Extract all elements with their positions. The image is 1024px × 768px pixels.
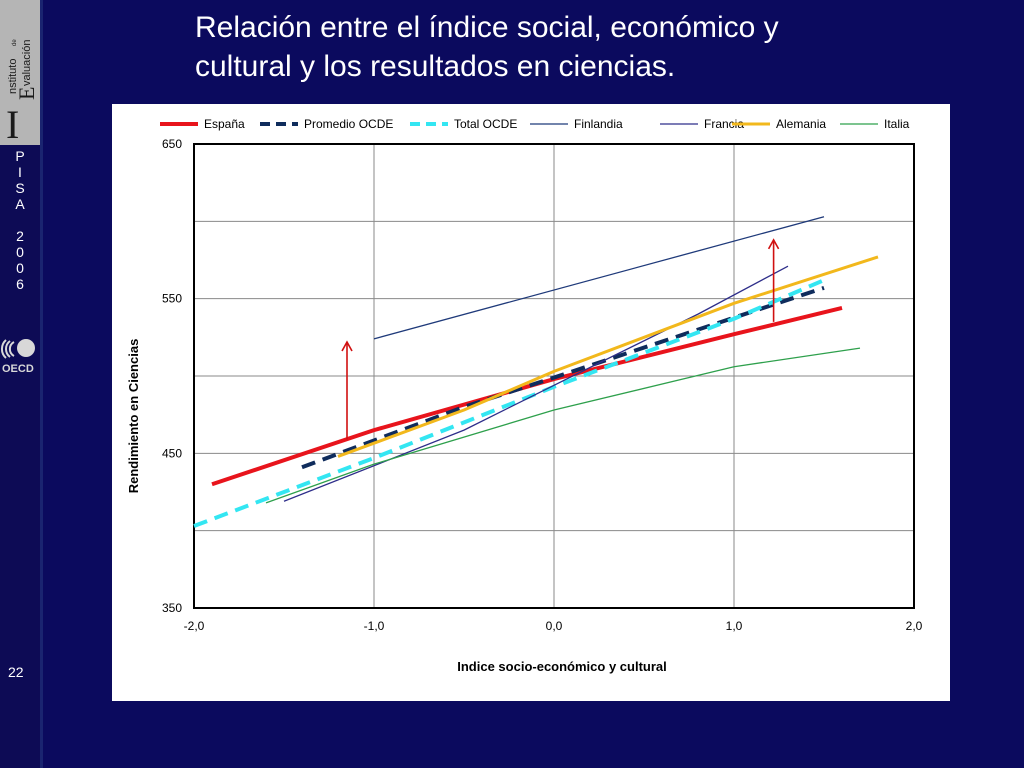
slide-number: 22 [8,664,24,680]
x-tick-label: -1,0 [364,619,385,633]
series-layer [193,216,879,528]
pisa-letter: 0 [16,244,24,260]
y-tick-label: 650 [162,137,182,151]
series-line-italia [265,347,861,504]
legend-label-italia: Italia [884,117,910,131]
pisa-letter: 2 [16,228,24,244]
legend-label-promedio: Promedio OCDE [304,117,393,131]
pisa-letter [0,212,40,228]
plot-area-frame [193,143,915,609]
y-tick-label: 350 [162,601,182,615]
oecd-label: OECD [2,363,34,375]
pisa-letter: 0 [16,260,24,276]
series-line-francia [283,265,789,502]
legend-label-alemania: Alemania [776,117,826,131]
arrow-head [341,340,353,352]
series-line-finlandia [373,216,825,340]
logo-letter-e: E [14,87,39,100]
slide-title: Relación entre el índice social, económi… [195,8,1005,86]
legend-label-espana: España [204,117,245,131]
logo-word-evaluacion: valuación [21,40,33,86]
tick-labels: -2,0 -1,0 0,0 1,0 2,0 350 450 550 650 [162,137,923,633]
x-tick-label: -2,0 [184,619,205,633]
pisa-letter: 6 [16,276,24,292]
title-line-2: cultural y los resultados en ciencias. [195,50,676,83]
series-line-total [193,278,825,528]
pisa-letter: P [15,148,25,164]
y-axis-title: Rendimiento en Ciencias [126,339,141,494]
y-tick-label: 450 [162,446,182,460]
legend-label-finlandia: Finlandia [574,117,623,131]
oecd-logo: OECD [0,332,40,376]
instituto-evaluacion-logo: I nstituto de E valuación [0,0,40,145]
chart-svg: España Promedio OCDE Total OCDE Finlandia Fr… [126,117,923,674]
arrow-head [767,238,780,250]
chart-panel: España Promedio OCDE Total OCDE Finlandia Fr… [112,104,950,701]
logo-graphic: I nstituto de E valuación [0,0,40,145]
y-tick-label: 550 [162,292,182,306]
logo-letter-i: I [6,102,19,145]
oecd-icon: OECD [0,339,35,375]
title-line-1: Relación entre el índice social, económi… [195,11,779,44]
logo-word-de: de [12,39,18,46]
x-axis-title: Indice socio-económico y cultural [457,659,667,674]
legend: España Promedio OCDE Total OCDE Finlandia Fr… [160,117,910,131]
x-tick-label: 1,0 [726,619,743,633]
logo-word-instituto: nstituto [7,59,19,94]
pisa-letter: A [15,196,25,212]
pisa-letter: S [15,180,25,196]
series-line-alemania [337,255,879,458]
legend-label-total: Total OCDE [454,117,517,131]
legend-label-francia: Francia [704,117,744,131]
arrows-layer [341,238,780,440]
x-tick-label: 0,0 [546,619,563,633]
x-tick-label: 2,0 [906,619,923,633]
pisa-letter: I [18,164,22,180]
